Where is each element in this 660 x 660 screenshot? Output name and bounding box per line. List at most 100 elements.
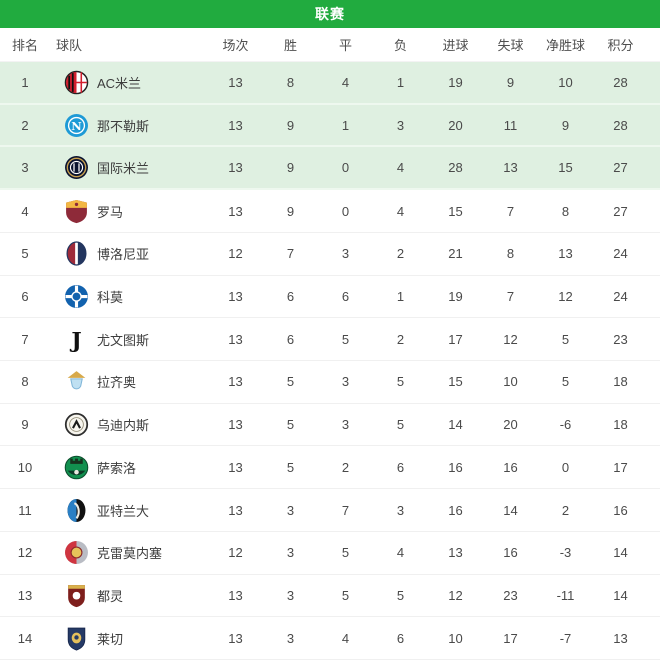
rank-cell: 10 [17,459,33,475]
draw-cell: 0 [341,160,350,176]
team-name: 那不勒斯 [97,118,150,134]
goals-against-cell: 11 [503,117,518,133]
udinese-logo [64,412,89,437]
team-name: 尤文图斯 [97,332,150,348]
played-cell: 12 [228,545,243,561]
played-cell: 13 [228,203,243,219]
table-row[interactable]: 14 莱切 13 3 4 6 10 17 -7 13 [0,617,660,660]
napoli-logo: N [64,113,89,138]
goal-diff-cell: 8 [561,203,570,219]
win-cell: 6 [286,288,295,304]
torino-logo [64,583,89,608]
atalanta-logo [64,498,89,523]
played-cell: 13 [228,459,243,475]
points-cell: 24 [613,288,628,304]
bologna-logo [64,241,89,266]
goals-against-cell: 12 [503,331,518,347]
goals-for-cell: 16 [448,459,463,475]
points-cell: 14 [613,587,628,603]
goals-against-cell: 20 [503,417,518,433]
goals-for-cell: 19 [448,74,463,90]
table-row[interactable]: 6 科莫 13 6 6 1 19 7 12 24 [0,275,660,319]
points-cell: 17 [613,459,628,475]
loss-cell: 3 [396,117,405,133]
goal-diff-cell: 15 [558,160,573,176]
table-row[interactable]: 7 J 尤文图斯 13 6 5 2 17 12 5 23 [0,318,660,362]
table-row[interactable]: 2 N 那不勒斯 13 9 1 3 20 11 9 28 [0,104,660,148]
win-cell: 9 [286,117,295,133]
table-row[interactable]: 4 罗马 13 9 0 4 15 7 8 27 [0,190,660,233]
loss-cell: 4 [396,160,405,176]
loss-cell: 5 [396,587,405,603]
goals-for-cell: 10 [448,630,463,646]
points-cell: 24 [613,246,628,262]
loss-cell: 6 [396,630,405,646]
table-row[interactable]: 5 博洛尼亚 12 7 3 2 21 8 13 24 [0,232,660,276]
goals-against-cell: 8 [506,246,515,262]
team-cell: 萨索洛 [50,455,208,480]
goal-diff-cell: 12 [558,288,573,304]
points-cell: 28 [613,74,628,90]
table-row[interactable]: 1 AC米兰 13 8 4 1 19 9 10 28 [0,62,660,105]
goals-for-cell: 28 [448,160,463,176]
rank-cell: 12 [17,545,33,561]
team-name: AC米兰 [97,75,142,91]
goals-against-cell: 16 [503,545,518,561]
team-name: 都灵 [97,588,124,604]
table-body: 1 AC米兰 13 8 4 1 19 9 10 28 2 N 那不勒斯 13 9… [0,62,660,660]
goals-against-cell: 17 [503,630,518,646]
points-cell: 16 [613,502,628,518]
played-cell: 13 [228,630,243,646]
draw-cell: 1 [341,117,350,133]
rank-cell: 14 [17,630,33,646]
goal-diff-cell: -11 [556,587,575,603]
win-cell: 5 [286,459,295,475]
table-row[interactable]: 13 都灵 13 3 5 5 12 23 -11 14 [0,574,660,618]
goals-for-cell: 17 [448,331,463,347]
table-row[interactable]: 11 亚特兰大 13 3 7 3 16 14 2 16 [0,489,660,532]
col-header-loss: 负 [393,38,407,53]
goal-diff-cell: 13 [558,246,573,262]
svg-text:N: N [71,119,81,133]
goal-diff-cell: 5 [561,331,570,347]
table-header-row: 排名 球队 场次 胜 平 负 进球 失球 净胜球 积分 [0,28,660,62]
goals-for-cell: 19 [448,288,463,304]
played-cell: 13 [228,160,243,176]
team-name: 拉齐奥 [97,375,137,391]
team-cell: 科莫 [50,284,208,309]
rank-cell: 7 [21,331,29,347]
table-row[interactable]: 12 克雷莫内塞 12 3 5 4 13 16 -3 14 [0,531,660,575]
goals-for-cell: 14 [448,417,463,433]
team-name: 博洛尼亚 [97,247,150,263]
table-row[interactable]: 8 拉齐奥 13 5 3 5 15 10 5 18 [0,361,660,404]
table-row[interactable]: 3 国际米兰 13 9 0 4 28 13 15 27 [0,147,660,191]
team-name: 罗马 [97,204,124,220]
rank-cell: 13 [17,587,33,603]
rank-cell: 2 [21,117,29,133]
win-cell: 7 [286,246,295,262]
draw-cell: 0 [341,203,350,219]
loss-cell: 5 [396,374,405,390]
table-row[interactable]: 10 萨索洛 13 5 2 6 16 16 0 17 [0,446,660,490]
goals-against-cell: 10 [503,374,518,390]
played-cell: 13 [228,587,243,603]
loss-cell: 2 [396,331,405,347]
team-cell: 都灵 [50,583,208,608]
goals-for-cell: 16 [448,502,463,518]
loss-cell: 3 [396,502,405,518]
goal-diff-cell: -3 [559,545,572,561]
draw-cell: 4 [341,74,350,90]
team-name: 克雷莫内塞 [97,546,163,562]
table-row[interactable]: 9 乌迪内斯 13 5 3 5 14 20 -6 18 [0,403,660,447]
points-cell: 28 [613,117,628,133]
team-name: 萨索洛 [97,460,137,476]
draw-cell: 5 [341,587,350,603]
sassuolo-logo [64,455,89,480]
team-cell: 莱切 [50,626,208,651]
cremonese-logo [64,540,89,565]
win-cell: 8 [286,74,295,90]
goal-diff-cell: 0 [561,459,570,475]
team-name: 莱切 [97,631,124,647]
points-cell: 18 [613,374,628,390]
goals-for-cell: 12 [448,587,463,603]
